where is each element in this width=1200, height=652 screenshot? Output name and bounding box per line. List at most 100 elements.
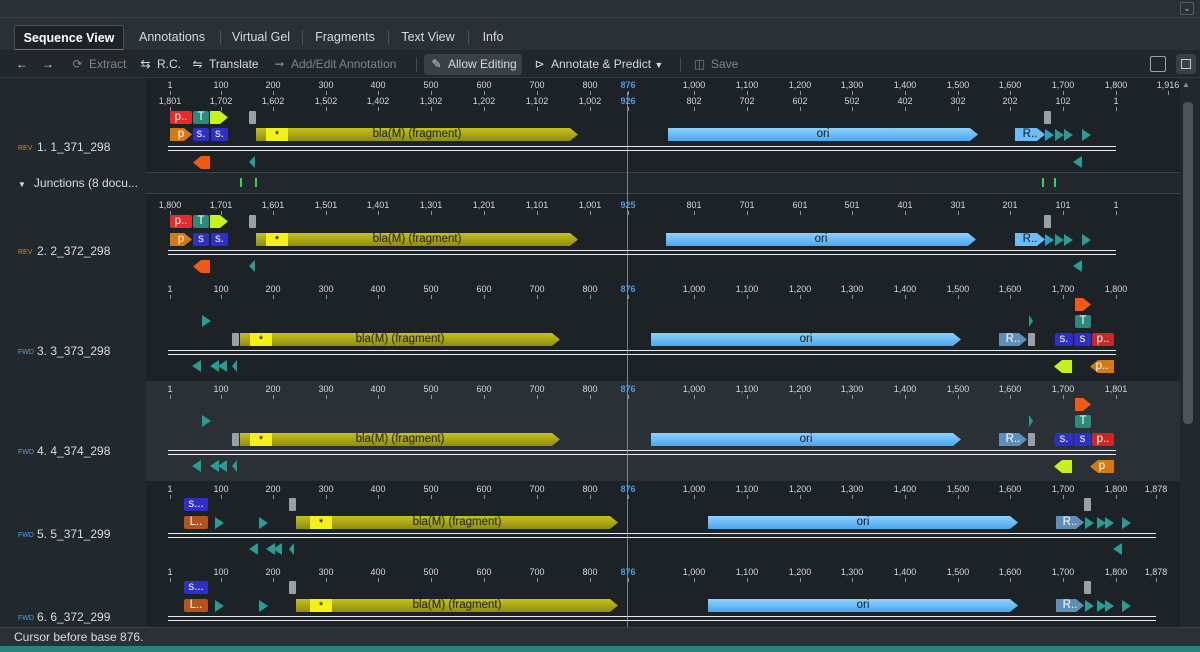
orange-feature[interactable] bbox=[1075, 398, 1091, 411]
teal-rev-feature[interactable] bbox=[1113, 543, 1122, 555]
terminator-feature[interactable]: T bbox=[193, 111, 209, 124]
arrow-feature[interactable] bbox=[210, 111, 228, 124]
bla-feature[interactable]: * bla(M) (fragment) bbox=[240, 433, 560, 446]
grey-feature[interactable] bbox=[289, 581, 296, 594]
s-feature[interactable]: s. bbox=[193, 128, 209, 141]
bla-feature[interactable]: * bla(M) (fragment) bbox=[296, 516, 618, 529]
add-edit-annotation-button[interactable]: ➞ Add/Edit Annotation bbox=[272, 55, 396, 74]
teal-arrow-feature[interactable] bbox=[1055, 234, 1064, 246]
teal-rev-feature[interactable] bbox=[289, 543, 294, 555]
terminator-feature[interactable]: T bbox=[193, 215, 209, 228]
scrollbar-thumb[interactable] bbox=[1183, 102, 1193, 424]
scroll-up-icon[interactable]: ▲ bbox=[1182, 80, 1190, 89]
teal-arrow-feature[interactable] bbox=[1045, 234, 1054, 246]
s-feature[interactable]: s bbox=[1074, 433, 1091, 446]
teal-arrow-feature[interactable] bbox=[1105, 600, 1114, 612]
teal-arrow-feature[interactable] bbox=[215, 517, 224, 529]
teal-rev-feature[interactable] bbox=[218, 360, 227, 372]
teal-arrow-feature[interactable] bbox=[1085, 517, 1094, 529]
annotate-predict-button[interactable]: ⊳ Annotate & Predict ▼ bbox=[532, 55, 663, 74]
teal-rev-feature[interactable] bbox=[266, 543, 275, 555]
teal-arrow-feature[interactable] bbox=[1029, 415, 1033, 427]
junction-marker[interactable] bbox=[240, 178, 242, 187]
grey-feature[interactable] bbox=[1084, 581, 1091, 594]
r-feature[interactable]: R.. bbox=[1056, 516, 1084, 529]
teal-rev-feature[interactable] bbox=[249, 260, 255, 272]
s-feature[interactable]: s. bbox=[211, 233, 228, 246]
ori-feature[interactable]: ori bbox=[651, 333, 961, 346]
sequence-label-6[interactable]: FWD 6. 6_372_299 bbox=[18, 610, 110, 624]
sequence-bar-6[interactable] bbox=[168, 616, 1156, 621]
teal-rev-feature[interactable] bbox=[210, 460, 219, 472]
green-rev-feature[interactable] bbox=[1054, 360, 1072, 373]
promoter-rev-feature[interactable]: p bbox=[1090, 460, 1114, 473]
r-feature[interactable]: R.. bbox=[1015, 233, 1045, 246]
sequence-label-3[interactable]: FWD 3. 3_373_298 bbox=[18, 344, 110, 358]
grey-feature[interactable] bbox=[232, 333, 239, 346]
sequence-label-1[interactable]: REV 1. 1_371_298 bbox=[18, 140, 110, 154]
l-feature[interactable]: L.. bbox=[184, 599, 208, 612]
teal-arrow-feature[interactable] bbox=[1085, 600, 1094, 612]
panel-icon[interactable] bbox=[1176, 54, 1196, 74]
alignment-map[interactable] bbox=[146, 78, 1180, 627]
grey-feature[interactable] bbox=[1084, 498, 1091, 511]
grey-feature[interactable] bbox=[1028, 333, 1035, 346]
sequence-bar-2[interactable] bbox=[168, 250, 1116, 255]
forward-arrow-icon[interactable]: → bbox=[42, 57, 54, 71]
sequence-bar-4[interactable] bbox=[168, 450, 1116, 455]
teal-arrow-feature[interactable] bbox=[1082, 234, 1091, 246]
ori-feature[interactable]: ori bbox=[651, 433, 961, 446]
teal-rev-feature[interactable] bbox=[192, 460, 201, 472]
teal-rev-feature[interactable] bbox=[192, 360, 201, 372]
back-arrow-icon[interactable]: ← bbox=[16, 57, 28, 71]
bla-feature[interactable]: * bla(M) (fragment) bbox=[256, 128, 578, 141]
teal-arrow-feature[interactable] bbox=[1055, 129, 1064, 141]
sequence-label-2[interactable]: REV 2. 2_372_298 bbox=[18, 244, 110, 258]
teal-arrow-feature[interactable] bbox=[259, 600, 268, 612]
teal-rev-feature[interactable] bbox=[1073, 156, 1082, 168]
bla-feature[interactable]: * bla(M) (fragment) bbox=[256, 233, 578, 246]
junction-marker[interactable] bbox=[255, 178, 257, 187]
teal-arrow-feature[interactable] bbox=[1097, 517, 1106, 529]
grey-feature[interactable] bbox=[1028, 433, 1035, 446]
green-rev-feature[interactable] bbox=[1054, 460, 1072, 473]
teal-arrow-feature[interactable] bbox=[215, 600, 224, 612]
grey-feature[interactable] bbox=[1044, 111, 1051, 124]
orange-rev-feature[interactable] bbox=[193, 260, 210, 273]
sequence-bar-3[interactable] bbox=[168, 350, 1116, 355]
ori-feature[interactable]: ori bbox=[708, 599, 1018, 612]
r-feature[interactable]: R.. bbox=[999, 433, 1027, 446]
orange-feature[interactable] bbox=[1075, 298, 1091, 311]
save-button[interactable]: ◫ Save bbox=[692, 55, 739, 74]
orange-rev-feature[interactable] bbox=[193, 156, 210, 169]
junctions-label[interactable]: ▼ Junctions (8 docu... bbox=[18, 176, 138, 190]
grey-feature[interactable] bbox=[249, 215, 256, 228]
teal-arrow-feature[interactable] bbox=[1064, 129, 1073, 141]
tab-info[interactable]: Info bbox=[482, 30, 504, 44]
teal-arrow-feature[interactable] bbox=[202, 415, 211, 427]
teal-arrow-feature[interactable] bbox=[259, 517, 268, 529]
grey-feature[interactable] bbox=[232, 433, 239, 446]
allow-editing-button[interactable]: ✎ Allow Editing bbox=[424, 54, 522, 75]
teal-arrow-feature[interactable] bbox=[1029, 315, 1033, 327]
teal-arrow-feature[interactable] bbox=[1064, 234, 1073, 246]
ori-feature[interactable]: ori bbox=[668, 128, 978, 141]
s-feature[interactable]: s. bbox=[211, 128, 228, 141]
bla-feature[interactable]: * bla(M) (fragment) bbox=[296, 599, 618, 612]
s-feature[interactable]: s. bbox=[1055, 433, 1073, 446]
rc-button[interactable]: ⇆ R.C. bbox=[138, 55, 181, 74]
teal-arrow-feature[interactable] bbox=[1122, 517, 1131, 529]
r-feature[interactable]: R.. bbox=[999, 333, 1027, 346]
teal-rev-feature[interactable] bbox=[1073, 260, 1082, 272]
s-feature[interactable]: s bbox=[1074, 333, 1091, 346]
l-feature[interactable]: L.. bbox=[184, 516, 208, 529]
terminator-feature[interactable]: T bbox=[1075, 315, 1091, 328]
s-feature[interactable]: s. bbox=[1055, 333, 1073, 346]
grey-feature[interactable] bbox=[1044, 215, 1051, 228]
translate-button[interactable]: ⇋ Translate bbox=[190, 55, 258, 74]
tab-text-view[interactable]: Text View bbox=[401, 30, 455, 44]
r-feature[interactable]: R.. bbox=[1056, 599, 1084, 612]
arrow-feature[interactable] bbox=[210, 215, 228, 228]
tab-annotations[interactable]: Annotations bbox=[138, 30, 206, 44]
grey-feature[interactable] bbox=[249, 111, 256, 124]
